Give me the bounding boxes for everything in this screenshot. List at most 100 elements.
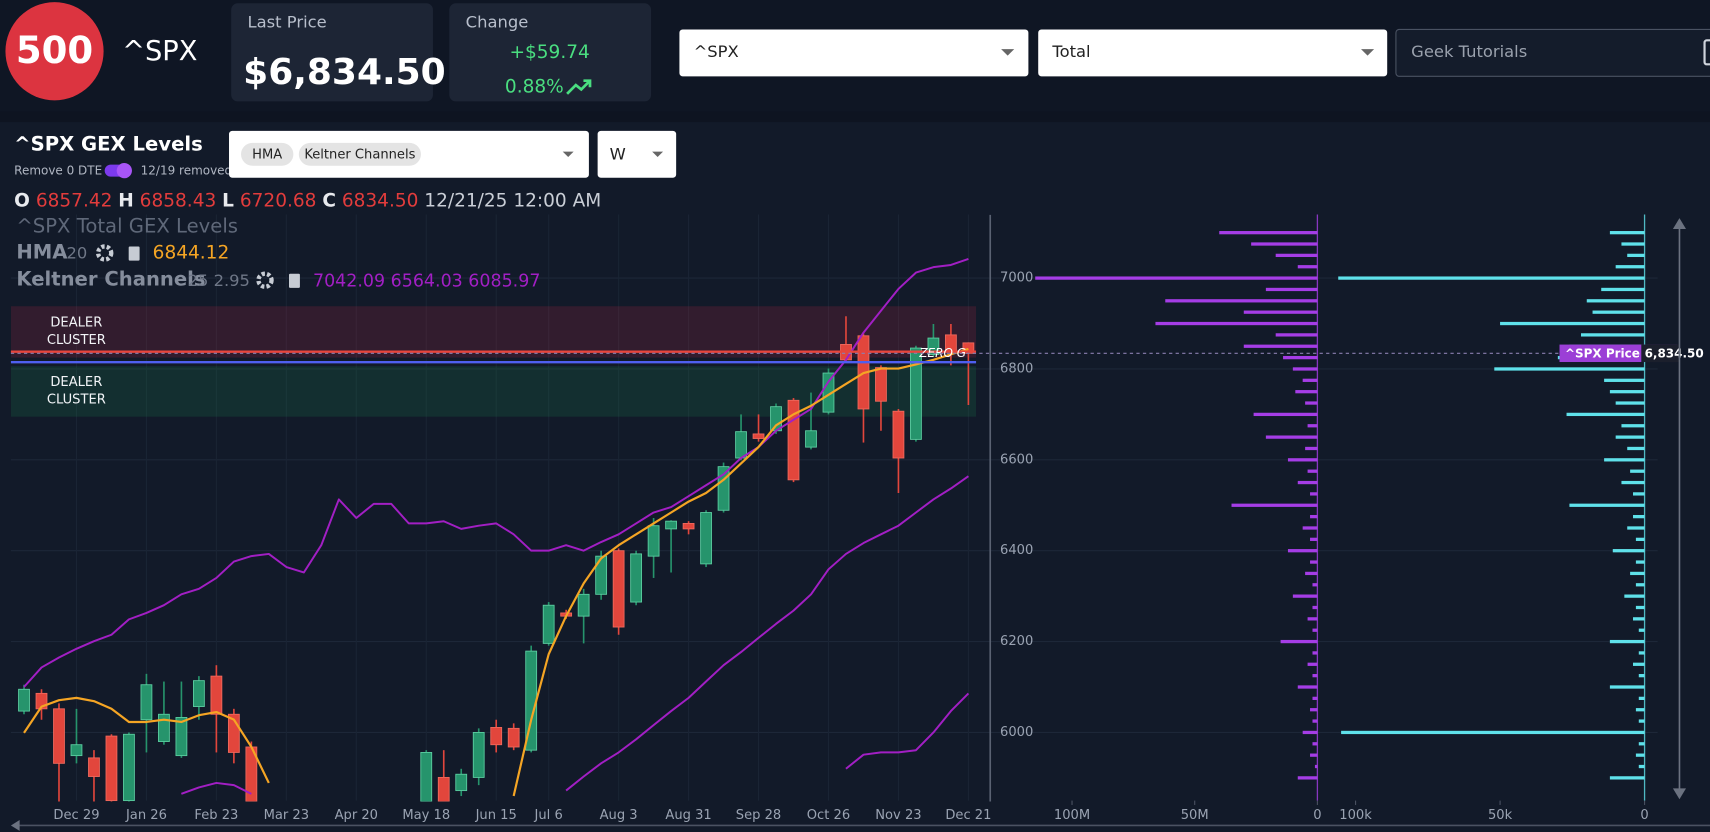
panel-title: ^SPX GEX Levels — [14, 133, 203, 156]
zone-layer — [10, 306, 977, 417]
candle-body — [875, 367, 887, 402]
delete-icon[interactable] — [288, 273, 300, 288]
settings-icon[interactable] — [95, 244, 114, 262]
gex-bar — [1310, 753, 1318, 757]
gex-bar — [1633, 514, 1645, 519]
gex-bar — [1633, 662, 1645, 666]
gex-bar — [1630, 469, 1645, 473]
candle-body — [88, 757, 100, 777]
candle-body — [577, 593, 590, 617]
change-pct: 0.88% — [505, 77, 564, 98]
gex-bar — [1615, 265, 1645, 269]
keltner-legend-name: Keltner Channels — [16, 268, 205, 291]
gex-bar — [1312, 651, 1318, 655]
scroll-left[interactable] — [10, 820, 20, 831]
dealer-zone — [10, 366, 977, 417]
gex-bar — [1307, 469, 1318, 473]
gex-bar — [1265, 287, 1318, 292]
gex-bar — [1638, 742, 1645, 746]
gex-bar — [1604, 458, 1645, 462]
chip-text: HMA — [252, 147, 282, 162]
x-tick-label: May 18 — [402, 808, 450, 823]
gex-bar — [1283, 355, 1318, 360]
x-tick-label: Aug 31 — [665, 808, 711, 823]
scroll-down[interactable] — [1672, 788, 1687, 800]
gex-bar — [1638, 628, 1645, 632]
gex-bar — [1287, 458, 1318, 462]
x-tick-label: 100k — [1339, 808, 1372, 823]
gex-bar — [1305, 571, 1318, 576]
candle-body — [700, 512, 712, 565]
candle-body — [140, 684, 153, 721]
select-value: ^SPX — [694, 42, 739, 61]
ohlc-key: O — [14, 190, 30, 211]
chip[interactable] — [241, 142, 294, 166]
caret — [562, 151, 574, 158]
gex-bar — [1310, 560, 1318, 564]
gex-bar — [1302, 378, 1318, 382]
gex-bar — [1307, 662, 1318, 666]
gex-bar — [1609, 231, 1645, 235]
keltner-legend-params: 25 2.95 — [188, 271, 250, 290]
candle-body — [420, 751, 433, 802]
ohlc-value: 6857.42 — [36, 190, 113, 211]
change: +$59.74 — [509, 42, 589, 63]
gex-bar — [1615, 401, 1645, 405]
gex-bar — [1635, 605, 1645, 610]
gex-bar — [1035, 276, 1318, 280]
gex-bar — [1295, 390, 1318, 394]
gex-bar — [1635, 753, 1645, 757]
gex-bar — [1312, 605, 1318, 610]
candle-body — [53, 708, 65, 764]
select-box[interactable] — [1395, 28, 1710, 77]
gex-bar — [1307, 424, 1318, 428]
x-tick-label: Jul 6 — [534, 808, 563, 823]
gex-bar — [1243, 344, 1318, 348]
x-tick-label: Aug 3 — [600, 808, 638, 823]
settings-icon[interactable] — [256, 271, 274, 289]
last-price-card — [231, 3, 433, 102]
ohlc-key: C — [322, 190, 336, 211]
candle-body — [595, 555, 608, 595]
chip[interactable] — [298, 142, 421, 166]
gex-bar — [1638, 651, 1645, 655]
last-price-label: Last Price — [248, 12, 327, 31]
y-tick-label: 6800 — [1000, 361, 1033, 376]
caret — [1001, 49, 1015, 56]
scroll-up[interactable] — [1672, 218, 1687, 229]
candle-body — [735, 431, 747, 459]
channel-select[interactable]: Geek Tutorials — [1395, 28, 1710, 77]
type-select[interactable]: Total — [1038, 29, 1388, 77]
gex-bar — [1569, 503, 1645, 507]
chart-panel — [0, 122, 1710, 832]
gex-bar — [1627, 526, 1645, 530]
gex-bar — [1338, 276, 1645, 280]
toggle[interactable] — [104, 163, 132, 179]
price-tag-value: 6,834.50 — [1645, 346, 1704, 360]
gex-bar — [1604, 378, 1645, 382]
gex-bar — [1586, 299, 1645, 303]
select-box[interactable] — [1038, 29, 1388, 77]
indicator-select[interactable]: HMA Keltner Channels — [229, 130, 589, 178]
ohlc-key: L — [222, 190, 234, 211]
delete-icon[interactable] — [128, 246, 140, 261]
symbol-select[interactable]: ^SPX — [679, 29, 1029, 77]
gex-bar — [1609, 685, 1645, 689]
gex-bar — [1165, 299, 1318, 303]
x-tick-label: Jun 15 — [475, 808, 517, 823]
x-tick-label: 0 — [1640, 808, 1648, 823]
candle-body — [455, 773, 468, 792]
candle-body — [612, 550, 625, 628]
gex-bar — [1612, 549, 1645, 553]
select-box[interactable] — [597, 130, 677, 178]
gex-bar — [1635, 560, 1645, 564]
candle-body — [437, 776, 450, 802]
select-box[interactable] — [679, 29, 1029, 77]
gex-bar — [1219, 231, 1318, 235]
zone-label: CLUSTER — [47, 393, 106, 408]
candle-body — [665, 520, 677, 530]
select-value: Geek Tutorials — [1411, 42, 1527, 61]
gex-bar — [1292, 367, 1318, 371]
timeframe-select[interactable]: W — [597, 130, 677, 178]
